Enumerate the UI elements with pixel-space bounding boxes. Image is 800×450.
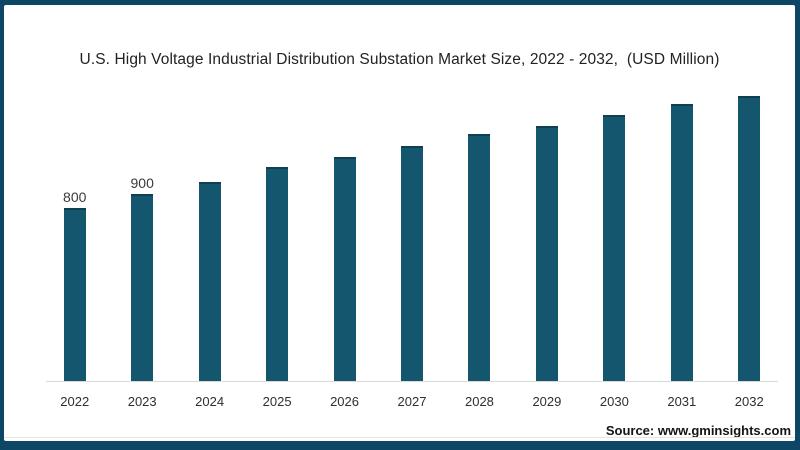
bar-value-label: 900 <box>130 175 154 191</box>
bar-slot <box>378 81 445 381</box>
x-axis-label: 2028 <box>464 394 494 409</box>
bar <box>603 115 626 381</box>
bar <box>670 104 693 381</box>
bar-slot <box>243 81 310 381</box>
bar <box>400 146 423 381</box>
x-axis-label: 2022 <box>60 394 90 409</box>
bar <box>131 194 154 381</box>
bar-slot <box>648 81 715 381</box>
bar <box>333 157 356 381</box>
chart-title: U.S. High Voltage Industrial Distributio… <box>79 51 720 68</box>
bar <box>738 96 761 381</box>
x-axis-label: 2032 <box>734 394 764 409</box>
x-axis-label: 2030 <box>599 394 629 409</box>
plot-area: 800 900 <box>41 81 783 381</box>
bar-slot <box>446 81 513 381</box>
bar-slot: 800 <box>41 81 108 381</box>
bar <box>266 167 289 381</box>
x-axis-label: 2023 <box>127 394 157 409</box>
bar <box>468 134 491 381</box>
bar-slot <box>716 81 783 381</box>
bar <box>63 208 86 381</box>
source-credit: Source: www.gminsights.com <box>605 423 791 438</box>
bar-slot <box>581 81 648 381</box>
bar-value-label: 800 <box>63 189 87 205</box>
chart-card: U.S. High Voltage Industrial Distributio… <box>4 5 795 441</box>
bar <box>535 126 558 381</box>
x-axis-label: 2029 <box>532 394 562 409</box>
x-axis-label: 2024 <box>195 394 225 409</box>
x-axis-label: 2031 <box>667 394 697 409</box>
bar-slot <box>176 81 243 381</box>
card-bottom-edge <box>4 437 795 438</box>
bar <box>198 182 221 381</box>
x-axis-label: 2027 <box>397 394 427 409</box>
x-axis-line <box>46 381 778 382</box>
x-axis-labels: 2022 2023 2024 2025 2026 2027 2028 2029 2030 2031… <box>41 394 783 409</box>
bar-slot <box>311 81 378 381</box>
bar-slot: 900 <box>108 81 175 381</box>
bar-slot <box>513 81 580 381</box>
x-axis-label: 2026 <box>330 394 359 409</box>
x-axis-label: 2025 <box>262 394 292 409</box>
